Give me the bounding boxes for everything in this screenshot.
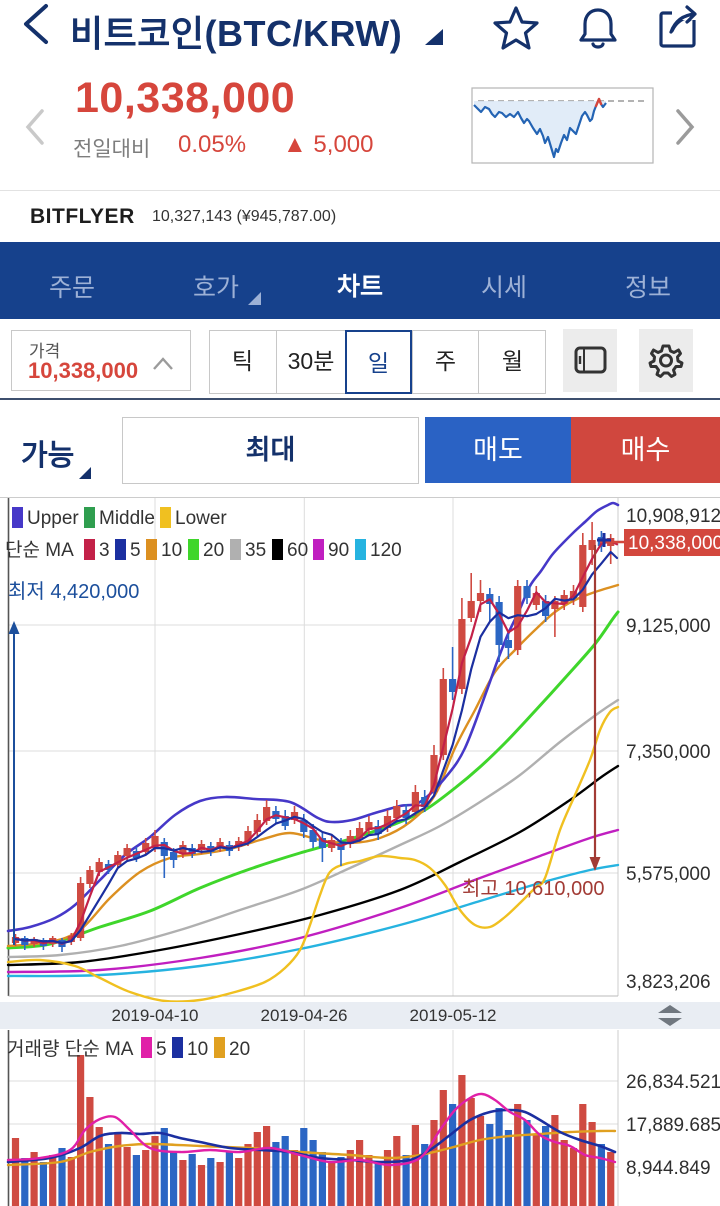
svg-text:7,350,000: 7,350,000 [626, 742, 711, 763]
svg-text:최저 4,420,000: 최저 4,420,000 [8, 580, 139, 603]
svg-text:90: 90 [328, 540, 349, 561]
svg-text:5,575,000: 5,575,000 [626, 864, 711, 885]
svg-text:35: 35 [245, 540, 266, 561]
svg-text:2019-05-12: 2019-05-12 [410, 1006, 497, 1025]
svg-text:20: 20 [229, 1039, 250, 1060]
svg-text:2019-04-26: 2019-04-26 [261, 1006, 348, 1025]
svg-text:9,125,000: 9,125,000 [626, 616, 711, 637]
svg-text:10: 10 [187, 1039, 208, 1060]
svg-text:10,338,000: 10,338,000 [628, 533, 720, 554]
svg-text:5: 5 [130, 540, 141, 561]
svg-text:Upper: Upper [27, 508, 79, 529]
svg-text:거래량 단순 MA: 거래량 단순 MA [7, 1038, 134, 1060]
svg-text:단순 MA: 단순 MA [5, 539, 74, 561]
svg-text:3: 3 [99, 540, 110, 561]
svg-text:3,823,206: 3,823,206 [626, 972, 711, 993]
svg-text:20: 20 [203, 540, 224, 561]
svg-text:10: 10 [161, 540, 182, 561]
svg-text:120: 120 [370, 540, 402, 561]
svg-text:5: 5 [156, 1039, 167, 1060]
svg-text:Lower: Lower [175, 508, 227, 529]
svg-text:26,834.521: 26,834.521 [626, 1072, 720, 1093]
svg-text:Middle: Middle [99, 508, 155, 529]
svg-text:최고 10,610,000: 최고 10,610,000 [462, 877, 604, 900]
svg-text:60: 60 [287, 540, 308, 561]
svg-text:8,944.849: 8,944.849 [626, 1158, 711, 1179]
svg-text:17,889.685: 17,889.685 [626, 1115, 720, 1136]
svg-text:2019-04-10: 2019-04-10 [112, 1006, 199, 1025]
svg-text:10,908,912: 10,908,912 [626, 506, 720, 527]
